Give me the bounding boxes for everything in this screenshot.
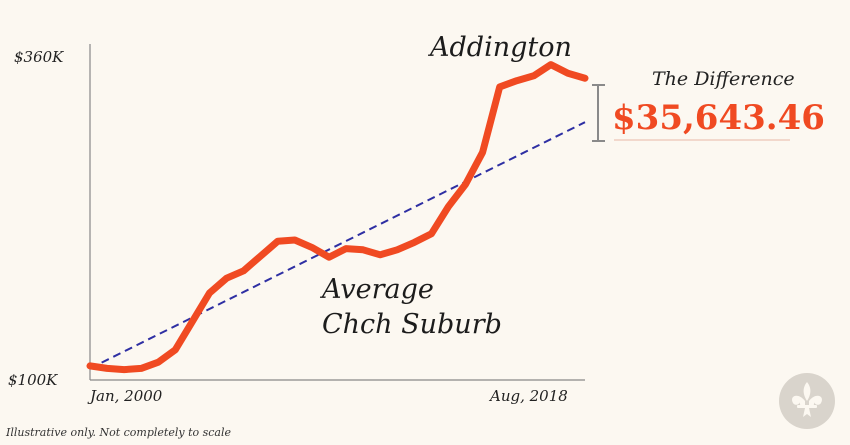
series-line-addington bbox=[86, 61, 589, 374]
footnote: Illustrative only. Not completely to sca… bbox=[6, 426, 232, 439]
x-tick-label-end: Aug, 2018 bbox=[488, 387, 568, 405]
x-tick-label-start: Jan, 2000 bbox=[87, 387, 163, 405]
series-line-average bbox=[89, 121, 586, 370]
difference-title: The Difference bbox=[652, 68, 795, 90]
series-label-average-line2: Chch Suburb bbox=[322, 309, 502, 340]
series-label-addington: Addington bbox=[427, 32, 572, 63]
y-tick-label-bottom: $100K bbox=[8, 371, 58, 389]
difference-value: $35,643.46 bbox=[612, 98, 825, 138]
series-label-average-line1: Average bbox=[319, 274, 434, 305]
fleur-de-lis-icon bbox=[776, 370, 838, 432]
y-tick-label-top: $360K bbox=[14, 48, 64, 66]
difference-bracket bbox=[592, 84, 605, 142]
